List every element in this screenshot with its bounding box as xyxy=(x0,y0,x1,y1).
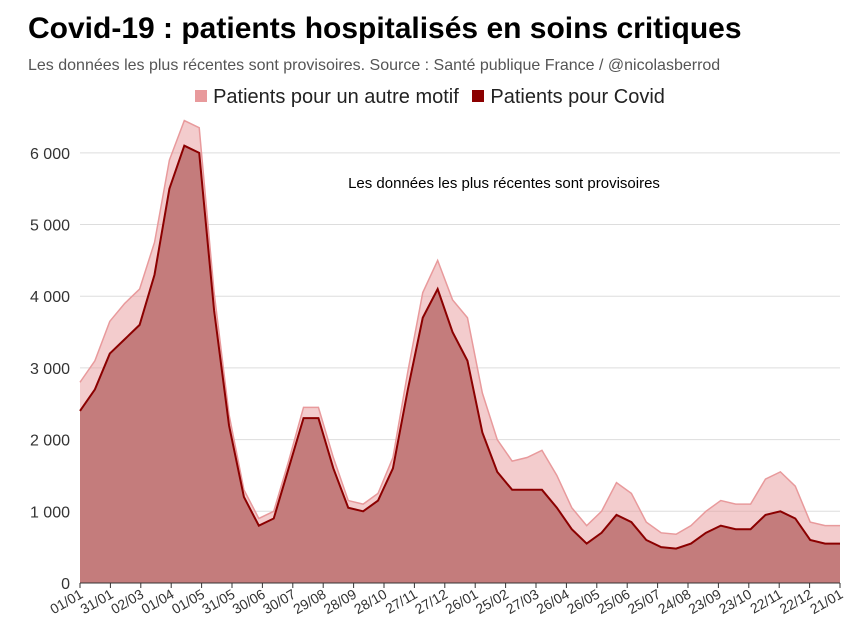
legend-swatch-other xyxy=(195,90,208,102)
y-tick-label: 6 000 xyxy=(30,146,70,163)
y-tick-label: 2 000 xyxy=(30,433,70,450)
y-tick-label: 1 000 xyxy=(30,504,70,521)
x-tick-label: 21/01 xyxy=(807,586,846,617)
legend-item-covid: Patients pour Covid xyxy=(472,86,665,109)
y-axis: 0 1 000 2 000 3 000 4 000 5 000 6 000 xyxy=(30,146,70,593)
legend-item-other: Patients pour un autre motif xyxy=(195,86,459,109)
areas xyxy=(79,119,840,583)
y-tick-label: 0 xyxy=(61,576,70,593)
x-axis: 01/0131/0102/0301/0401/0531/0530/0630/07… xyxy=(47,582,846,617)
line-covid xyxy=(79,144,840,550)
area-covid xyxy=(80,145,840,583)
y-tick-label: 4 000 xyxy=(30,289,70,306)
legend-swatch-covid xyxy=(472,90,485,102)
line-total xyxy=(79,119,840,536)
legend-label-other: Patients pour un autre motif xyxy=(213,86,459,108)
area-other-motif xyxy=(80,120,840,549)
chart-subtitle: Les données les plus récentes sont provi… xyxy=(28,57,721,74)
legend: Patients pour un autre motif Patients po… xyxy=(0,86,860,109)
chart-annotation: Les données les plus récentes sont provi… xyxy=(348,175,660,192)
y-tick-label: 3 000 xyxy=(30,361,70,378)
y-tick-label: 5 000 xyxy=(30,218,70,235)
legend-label-covid: Patients pour Covid xyxy=(490,86,665,108)
chart-title: Covid-19 : patients hospitalisés en soin… xyxy=(28,12,742,45)
